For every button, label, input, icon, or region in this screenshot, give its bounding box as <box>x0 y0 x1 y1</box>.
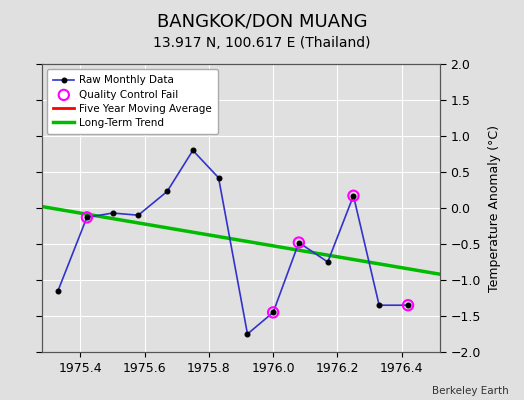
Quality Control Fail <box>269 309 277 316</box>
Raw Monthly Data <box>351 193 357 198</box>
Raw Monthly Data <box>190 148 196 153</box>
Text: BANGKOK/DON MUANG: BANGKOK/DON MUANG <box>157 12 367 30</box>
Quality Control Fail <box>294 239 303 246</box>
Line: Raw Monthly Data: Raw Monthly Data <box>56 148 410 336</box>
Raw Monthly Data <box>110 211 116 216</box>
Raw Monthly Data <box>324 260 331 264</box>
Raw Monthly Data <box>55 288 61 293</box>
Raw Monthly Data <box>376 303 383 308</box>
Raw Monthly Data <box>135 213 141 218</box>
Quality Control Fail <box>404 302 412 308</box>
Raw Monthly Data <box>215 175 222 180</box>
Quality Control Fail <box>350 192 358 199</box>
Legend: Raw Monthly Data, Quality Control Fail, Five Year Moving Average, Long-Term Tren: Raw Monthly Data, Quality Control Fail, … <box>47 69 219 134</box>
Y-axis label: Temperature Anomaly (°C): Temperature Anomaly (°C) <box>488 124 501 292</box>
Raw Monthly Data <box>270 310 276 315</box>
Raw Monthly Data <box>84 215 90 220</box>
Raw Monthly Data <box>164 189 170 194</box>
Raw Monthly Data <box>296 240 302 245</box>
Raw Monthly Data <box>244 332 250 336</box>
Text: 13.917 N, 100.617 E (Thailand): 13.917 N, 100.617 E (Thailand) <box>153 36 371 50</box>
Raw Monthly Data <box>405 303 411 308</box>
Quality Control Fail <box>83 214 91 220</box>
Text: Berkeley Earth: Berkeley Earth <box>432 386 508 396</box>
